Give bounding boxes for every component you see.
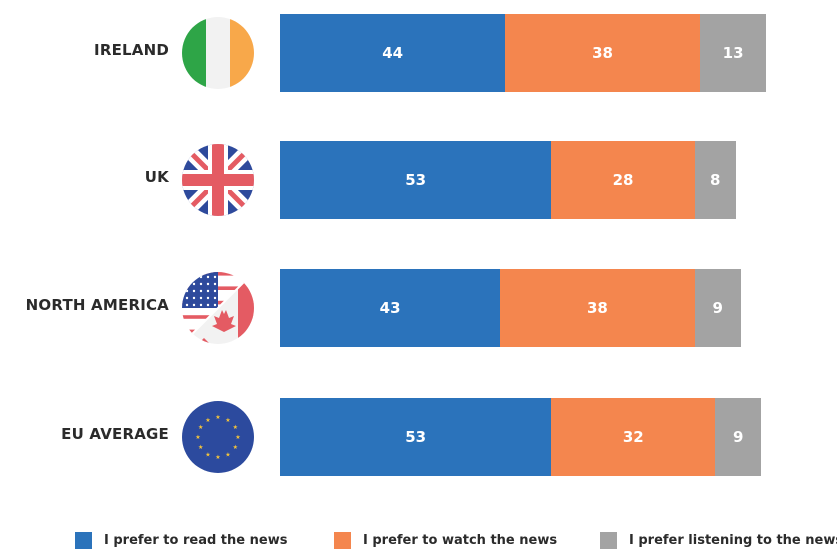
eu-star: ★ — [205, 452, 210, 459]
data-label: 44 — [382, 44, 404, 62]
eu-flag-icon: ★★★★★★★★★ ★ ★★ — [182, 401, 254, 473]
eu-star: ★ — [233, 444, 238, 451]
category-label: NORTH AMERICA — [25, 296, 169, 314]
eu-star: ★ — [225, 452, 230, 459]
legend-label: I prefer listening to the news — [629, 533, 837, 548]
legend-item: I prefer listening to the news — [600, 532, 837, 549]
data-label: 38 — [586, 299, 608, 317]
data-label: 43 — [379, 299, 401, 317]
bar-segment: 28 — [551, 141, 695, 219]
bar-segment: 32 — [551, 398, 716, 476]
category-label: IRELAND — [94, 41, 169, 59]
chart-row: IRELAND 44 38 13 — [0, 14, 837, 92]
eu-star: ★ — [205, 417, 210, 424]
eu-star: ★ — [195, 434, 200, 441]
data-label: 9 — [712, 299, 723, 317]
eu-star: ★ — [215, 414, 220, 421]
ireland-flag-icon — [182, 17, 254, 89]
bar-segment: 38 — [500, 269, 695, 347]
eu-star: ★ — [233, 424, 238, 431]
data-label: 32 — [622, 428, 644, 446]
category-label: UK — [144, 168, 169, 186]
data-label: 38 — [592, 44, 613, 62]
eu-star: ★ — [215, 454, 220, 461]
legend-label: I prefer to read the news — [104, 533, 288, 548]
legend-item: I prefer to read the news — [75, 532, 287, 549]
data-label: 53 — [405, 428, 427, 446]
bar-segment: 44 — [280, 14, 506, 92]
bar-segment: 43 — [280, 269, 501, 347]
bar-segment: 13 — [699, 14, 767, 92]
data-label: 9 — [733, 428, 744, 446]
eu-star: ★ — [198, 444, 203, 451]
chart-row: EU AVERAGE ★ ★ ★ ★ ★ ★ ★ ★ ★ ★ ★ ★ 53 32 9 — [0, 398, 837, 476]
eu-star: ★ — [235, 434, 240, 441]
legend-swatch — [334, 532, 351, 549]
bar-segment: 8 — [694, 141, 736, 219]
eu-star: ★ — [198, 424, 203, 431]
legend-label: I prefer to watch the news — [363, 533, 558, 548]
legend-swatch — [600, 532, 617, 549]
data-label: 8 — [709, 171, 721, 189]
bar-segment: 9 — [694, 269, 741, 347]
category-label: EU AVERAGE — [61, 425, 169, 443]
chart-row: UK 53 28 8 — [0, 141, 837, 219]
eu-star: ★ — [225, 417, 230, 424]
uk-flag-icon — [182, 144, 254, 216]
legend-item: I prefer to watch the news — [334, 532, 557, 549]
bar-segment: 53 — [280, 141, 552, 219]
north-america-flag-icon — [182, 272, 254, 344]
chart-legend: I prefer to read the news I prefer to wat… — [0, 532, 837, 552]
bar-segment: 53 — [280, 398, 552, 476]
bar-segment: 9 — [715, 398, 762, 476]
legend-swatch — [75, 532, 92, 549]
data-label: 28 — [612, 171, 634, 189]
data-label: 13 — [722, 44, 744, 62]
data-label: 53 — [405, 171, 427, 189]
chart-row: NORTH AMERICA 43 38 9 — [0, 269, 837, 347]
bar-segment: 38 — [505, 14, 700, 92]
